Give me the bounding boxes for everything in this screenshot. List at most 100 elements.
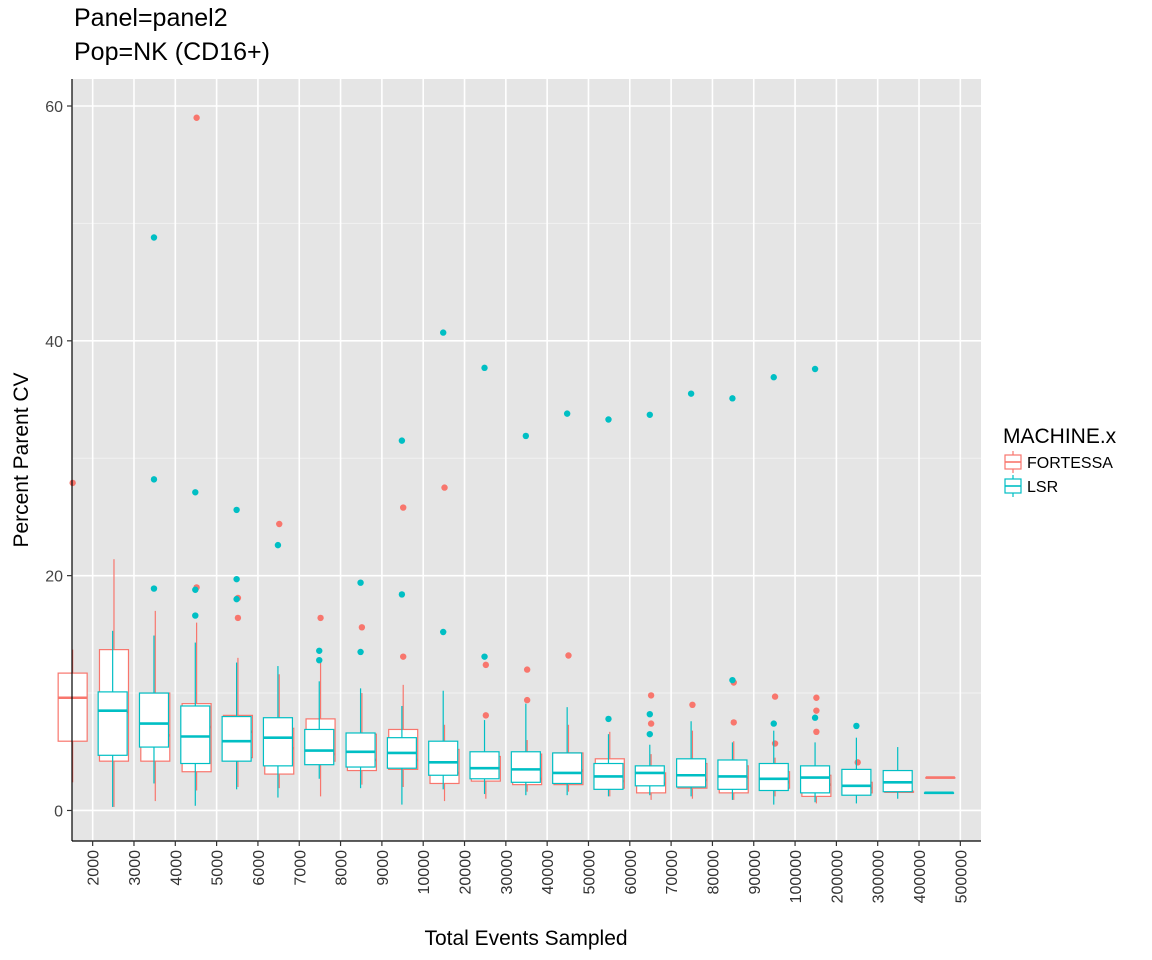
x-tick-label: 80000: [705, 850, 722, 895]
outlier-point: [523, 666, 531, 673]
box-lsr-60000: [634, 411, 665, 796]
x-tick-label: 50000: [581, 850, 598, 895]
grid-lines: [72, 79, 981, 841]
box-body: [221, 715, 252, 762]
legend-label: FORTESSA: [1027, 455, 1113, 472]
outlier-point: [647, 692, 655, 699]
x-tick-label: 200000: [829, 850, 846, 903]
box-lsr-200000: [841, 722, 872, 804]
outlier-point: [440, 329, 447, 336]
legend: MACHINE.x FORTESSA LSR: [1003, 425, 1117, 497]
x-tick-label: 2000: [86, 850, 103, 886]
x-tick-label: 100000: [788, 850, 805, 903]
box-lsr-90000: [758, 374, 789, 805]
box-body: [758, 762, 789, 792]
outlier-point: [482, 661, 490, 669]
legend-entry-fortessa: FORTESSA: [1004, 451, 1113, 473]
outlier-point: [770, 720, 777, 727]
outlier-point: [523, 696, 531, 704]
y-tick-label: 60: [45, 99, 63, 116]
box-body: [180, 705, 211, 765]
box-body: [841, 768, 872, 796]
box-lsr-20000: [469, 364, 500, 795]
outlier-point: [192, 489, 199, 496]
box-lsr-70000: [676, 390, 707, 797]
outlier-point: [605, 416, 612, 423]
box-body: [262, 717, 294, 767]
chart-title: Panel=panel2: [74, 4, 228, 32]
outlier-point: [192, 586, 199, 593]
outlier-point: [729, 395, 736, 402]
box-body: [717, 759, 748, 790]
box-lsr-30000: [510, 432, 541, 796]
box-lsr-6000: [262, 541, 294, 798]
x-tick-label: 9000: [375, 850, 392, 886]
outlier-point: [316, 647, 323, 654]
outlier-point: [150, 234, 158, 241]
outlier-point: [813, 707, 820, 714]
box-lsr-40000: [552, 410, 583, 796]
box-body: [552, 752, 583, 785]
outlier-point: [813, 728, 820, 736]
box-fortessa-500000: [925, 776, 956, 779]
axes: 0 20 40 60 2000 3000 4000 5000 6000 7000 8000 9000 1…: [45, 79, 981, 903]
box-body: [634, 765, 665, 787]
outlier-point: [193, 114, 200, 121]
y-tick-label: 20: [45, 569, 63, 586]
x-tick-label: 40000: [540, 850, 557, 895]
box-body: [57, 672, 88, 742]
y-tick-label: 0: [54, 803, 63, 820]
box-lsr-300000: [882, 747, 913, 799]
outlier-point: [646, 411, 653, 418]
box-lsr-80000: [717, 395, 748, 800]
outlier-point: [400, 653, 407, 660]
outlier-point: [398, 591, 406, 598]
box-lsr-2000: [97, 630, 128, 807]
x-tick-label: 90000: [747, 850, 764, 895]
box-body: [345, 732, 376, 768]
x-tick-label: 60000: [623, 850, 640, 895]
outlier-point: [150, 476, 158, 483]
outlier-point: [853, 722, 860, 730]
box-lsr-4000: [180, 489, 211, 806]
outlier-point: [771, 740, 779, 747]
x-tick-label: 10000: [416, 850, 433, 895]
chart-subtitle: Pop=NK (CD16+): [74, 38, 270, 66]
outlier-point: [646, 710, 653, 718]
y-axis-title: Percent Parent CV: [10, 372, 33, 547]
box-body: [428, 740, 459, 776]
outlier-point: [770, 374, 777, 381]
outlier-point: [689, 701, 696, 709]
outlier-point: [233, 575, 240, 583]
outlier-point: [813, 694, 820, 701]
outlier-point: [233, 506, 240, 514]
outlier-point: [192, 612, 199, 619]
box-body: [676, 758, 707, 788]
outlier-point: [316, 656, 323, 664]
outlier-point: [729, 676, 736, 684]
outlier-point: [440, 628, 447, 636]
outlier-point: [317, 614, 324, 622]
box-lsr-8000: [345, 579, 376, 789]
box-fortessa-2000: [57, 479, 88, 783]
outlier-point: [358, 624, 366, 631]
outlier-point: [646, 730, 653, 738]
outlier-point: [481, 364, 488, 372]
x-tick-label: 30000: [499, 850, 516, 895]
outlier-point: [481, 653, 488, 660]
plot-panel: [72, 79, 981, 841]
x-tick-label: 20000: [458, 850, 475, 895]
outlier-point: [398, 437, 406, 444]
outlier-point: [276, 520, 283, 528]
x-tick-label: 7000: [292, 850, 309, 886]
outlier-point: [605, 715, 612, 723]
outlier-point: [811, 714, 819, 721]
x-tick-label: 6000: [251, 850, 268, 886]
x-tick-label: 8000: [334, 850, 351, 886]
box-lsr-9000: [386, 437, 417, 805]
outlier-point: [274, 541, 282, 549]
y-tick-label: 40: [45, 334, 63, 351]
outlier-point: [854, 759, 861, 766]
box-body: [510, 751, 541, 783]
outlier-point: [647, 720, 655, 727]
